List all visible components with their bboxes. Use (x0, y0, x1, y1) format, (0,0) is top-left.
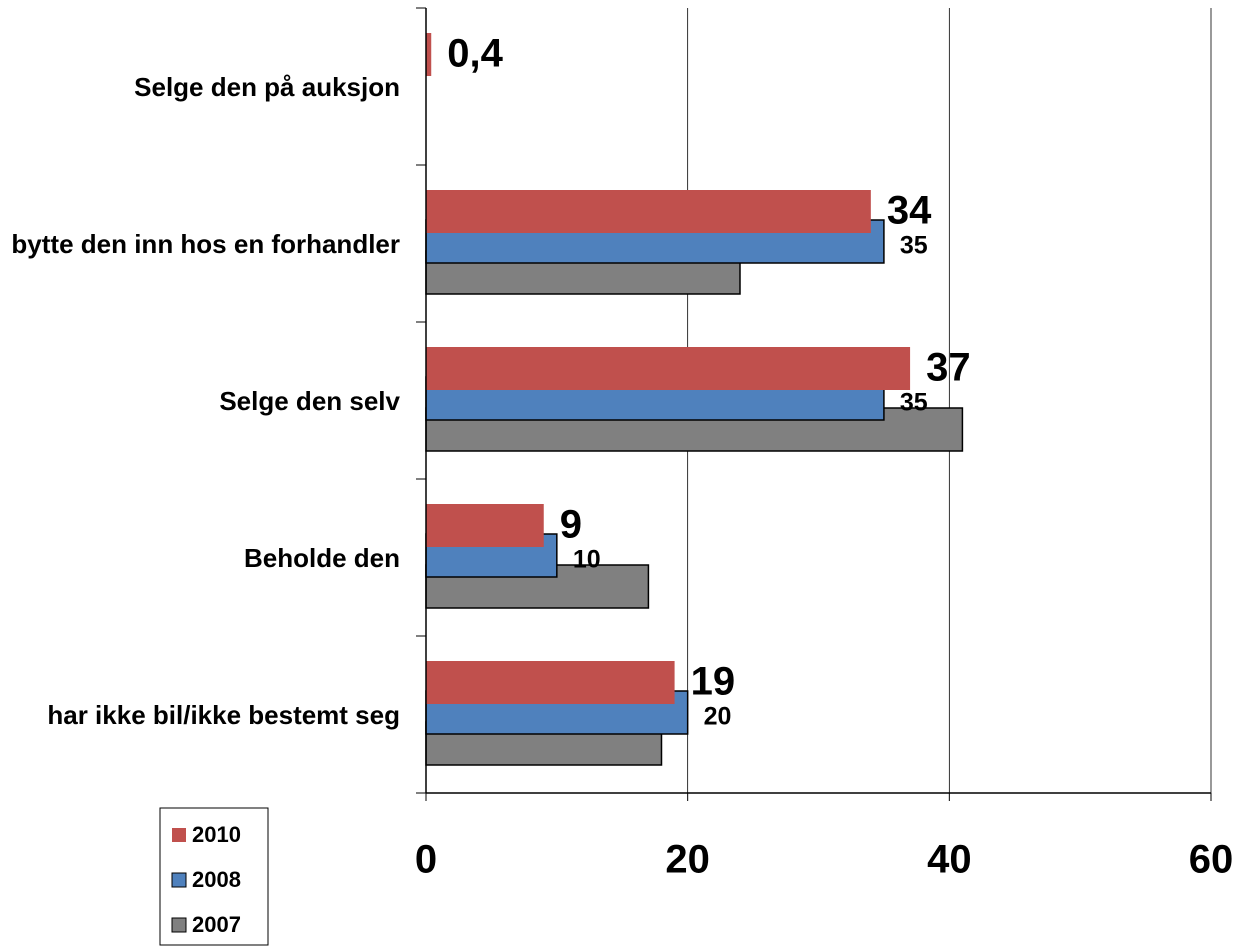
legend-marker (171, 872, 187, 888)
data-label: 35 (900, 232, 928, 260)
category-label-box: Selge den selv (0, 322, 400, 479)
y-tick-label: Selge den selv (219, 385, 400, 416)
y-tick-label: Selge den på auksjon (134, 71, 400, 102)
x-tick-label: 0 (415, 838, 437, 882)
data-label: 20 (704, 703, 732, 731)
legend-label: 2007 (192, 912, 241, 937)
bar (426, 33, 432, 76)
category-label-box: Beholde den (0, 479, 400, 636)
category-label-box: bytte den inn hos en forhandler (0, 165, 400, 322)
bar (426, 347, 911, 390)
bar (426, 661, 675, 704)
y-tick-label: Beholde den (243, 542, 400, 573)
bar (426, 504, 544, 547)
data-label: 10 (573, 546, 601, 574)
data-label: 9 (560, 503, 582, 547)
data-label: 19 (691, 660, 736, 704)
legend-label: 2008 (192, 867, 241, 892)
data-label: 37 (926, 346, 971, 390)
data-label: 34 (887, 189, 932, 233)
category-label-box: Selge den på auksjon (0, 8, 400, 165)
y-tick-label: har ikke bil/ikke bestemt seg (47, 699, 400, 730)
legend-marker (171, 917, 187, 933)
x-tick-label: 60 (1189, 838, 1234, 882)
data-label: 35 (900, 389, 928, 417)
legend-marker (172, 828, 186, 842)
x-tick-label: 40 (927, 838, 972, 882)
legend-label: 2010 (192, 822, 241, 847)
bar (426, 190, 871, 233)
category-label-box: har ikke bil/ikke bestemt seg (0, 636, 400, 793)
x-tick-label: 20 (665, 838, 710, 882)
y-tick-label: bytte den inn hos en forhandler (11, 228, 400, 259)
data-label: 0,4 (447, 32, 503, 76)
